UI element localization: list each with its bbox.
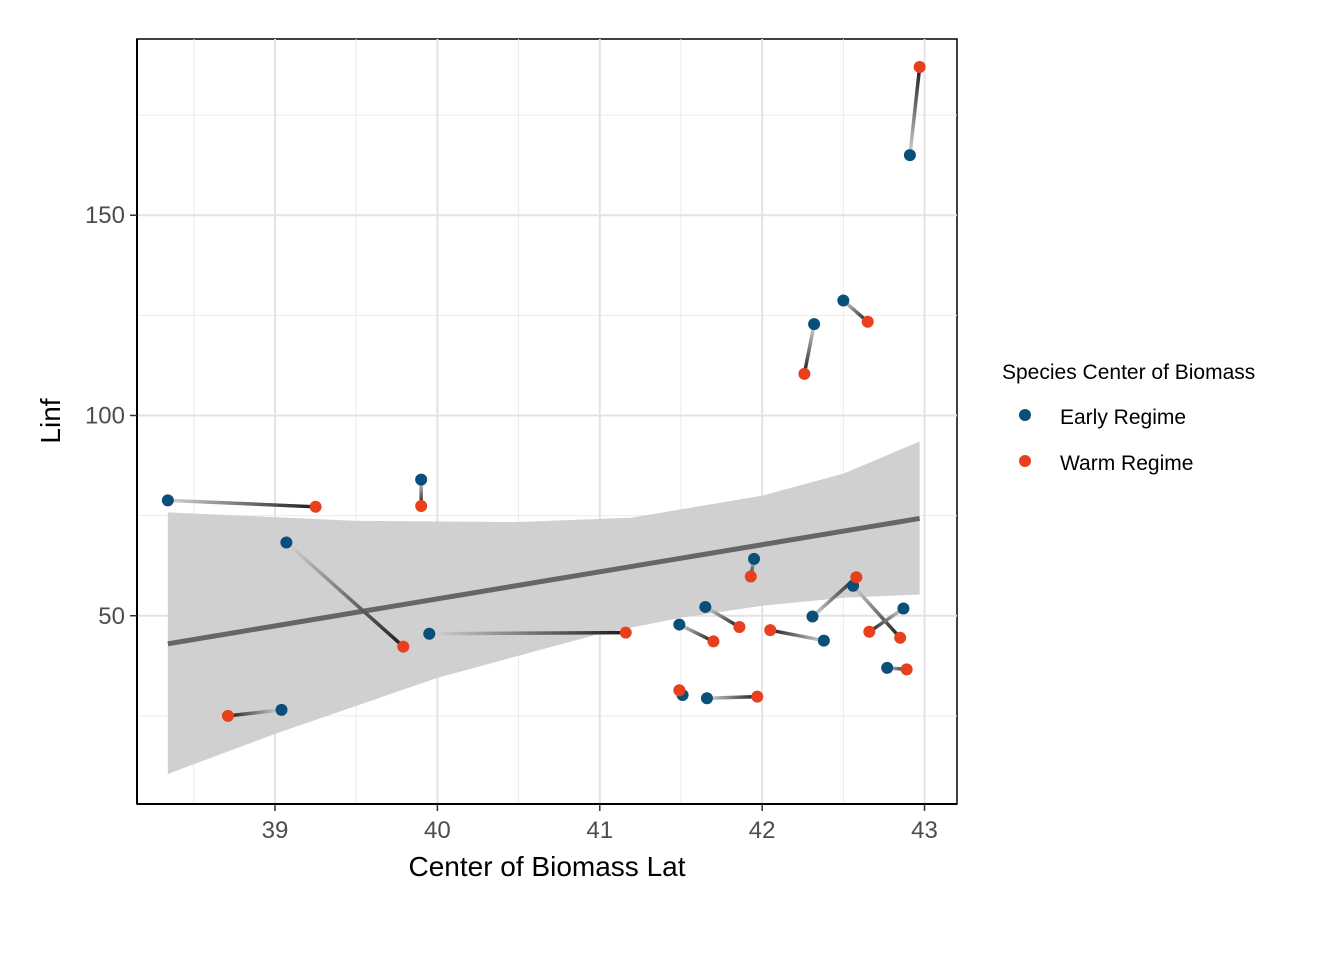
- point-warm-regime: [707, 635, 720, 648]
- y-tick-label: 50: [98, 603, 125, 630]
- point-early-regime: [673, 618, 686, 631]
- point-early-regime: [415, 473, 428, 486]
- point-warm-regime: [798, 367, 811, 380]
- point-early-regime: [837, 294, 850, 307]
- pair-connector: [704, 605, 741, 629]
- x-tick-label: 42: [749, 817, 776, 844]
- y-axis-title: Linf: [35, 398, 66, 443]
- point-warm-regime: [894, 631, 907, 644]
- point-warm-regime: [764, 624, 777, 637]
- point-early-regime: [897, 602, 910, 615]
- point-warm-regime: [744, 570, 757, 583]
- point-warm-regime: [863, 625, 876, 638]
- point-warm-regime: [913, 61, 926, 74]
- pair-connector: [285, 541, 405, 648]
- pair-connector: [706, 694, 758, 701]
- pair-connector: [769, 628, 825, 643]
- x-tick-label: 39: [262, 817, 289, 844]
- point-warm-regime: [673, 684, 686, 697]
- pair-connector: [851, 584, 902, 639]
- point-warm-regime: [397, 640, 410, 653]
- point-warm-regime: [221, 709, 234, 722]
- point-warm-regime: [900, 663, 913, 676]
- point-early-regime: [161, 494, 174, 507]
- pair-connector: [429, 630, 626, 636]
- y-tick-label: 150: [85, 202, 125, 229]
- pair-connector: [802, 323, 816, 375]
- point-warm-regime: [751, 690, 764, 703]
- point-early-regime: [748, 552, 761, 565]
- pair-connector: [908, 66, 922, 156]
- confidence-band: [167, 441, 920, 774]
- legend-label-early-regime: Early Regime: [1060, 406, 1186, 429]
- pair-connector: [227, 708, 282, 718]
- y-axis-ticks: 50 100 150: [85, 202, 137, 630]
- point-early-regime: [280, 536, 293, 549]
- point-early-regime: [817, 634, 830, 647]
- pair-connector: [167, 498, 316, 509]
- legend-key-warm-regime: [1019, 455, 1031, 467]
- x-tick-label: 41: [586, 817, 613, 844]
- point-early-regime: [700, 692, 713, 705]
- grid-major: [137, 39, 957, 804]
- point-warm-regime: [309, 500, 322, 513]
- trend-line: [167, 515, 921, 647]
- point-warm-regime: [733, 620, 746, 633]
- pair-connector: [868, 607, 905, 634]
- point-early-regime: [881, 661, 894, 674]
- point-warm-regime: [861, 315, 874, 328]
- x-axis-ticks: 39 40 41 42 43: [262, 804, 938, 844]
- point-warm-regime: [850, 571, 863, 584]
- x-tick-label: 40: [424, 817, 451, 844]
- pair-connector: [678, 622, 715, 643]
- point-early-regime: [275, 703, 288, 716]
- x-axis-title: Center of Biomass Lat: [408, 851, 685, 882]
- x-tick-label: 43: [911, 817, 938, 844]
- point-early-regime: [806, 610, 819, 623]
- point-warm-regime: [619, 626, 632, 639]
- point-early-regime: [808, 318, 821, 331]
- data-points: [161, 61, 926, 722]
- point-early-regime: [423, 627, 436, 640]
- point-early-regime: [903, 149, 916, 162]
- legend-title: Species Center of Biomass: [1002, 361, 1255, 384]
- legend-label-warm-regime: Warm Regime: [1060, 452, 1193, 475]
- legend: Species Center of Biomass Early Regime W…: [1002, 361, 1255, 475]
- y-tick-label: 100: [85, 402, 125, 429]
- point-warm-regime: [415, 500, 428, 513]
- legend-key-early-regime: [1019, 409, 1031, 421]
- point-early-regime: [699, 600, 712, 613]
